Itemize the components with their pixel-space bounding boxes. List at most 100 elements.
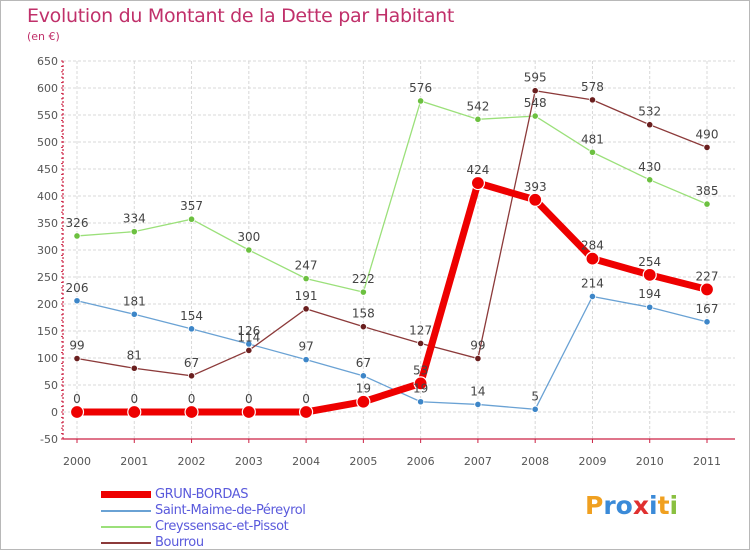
- data-label: 67: [356, 356, 371, 370]
- y-tick-label: 650: [37, 55, 58, 68]
- data-point: [187, 325, 196, 333]
- y-tick-label: 250: [37, 271, 58, 284]
- y-tick-label: 0: [51, 406, 58, 419]
- data-label: 576: [409, 81, 432, 95]
- data-point: [187, 215, 196, 223]
- data-point: [359, 323, 367, 331]
- x-tick-label: 2001: [120, 455, 148, 468]
- data-point: [703, 318, 711, 326]
- x-tick-label: 2007: [464, 455, 492, 468]
- data-point: [73, 354, 81, 363]
- logo-letter: x: [632, 491, 649, 520]
- data-label: 481: [581, 132, 604, 146]
- data-label: 0: [188, 392, 196, 406]
- data-point: [302, 275, 310, 283]
- logo-letter: i: [669, 491, 679, 520]
- series-group: [73, 292, 711, 413]
- data-point: [417, 339, 425, 348]
- data-label: 532: [638, 105, 661, 119]
- y-tick-label: 550: [37, 109, 58, 122]
- series-line: [76, 100, 708, 293]
- data-point: [298, 404, 314, 420]
- series-group: [73, 87, 711, 380]
- data-point: [474, 115, 482, 123]
- data-point: [474, 400, 482, 409]
- data-point: [646, 121, 654, 129]
- data-label: 194: [638, 287, 661, 301]
- chart-subtitle: (en €): [27, 30, 60, 43]
- data-label-layer: 0 0 0 0 0 19 53 424 393 284 254 227 206 181 154 126 97 67…: [66, 71, 719, 406]
- x-tick-label: 2008: [521, 455, 549, 468]
- data-label: 357: [180, 199, 203, 213]
- data-point: [413, 376, 428, 391]
- x-tick-label: 2009: [578, 455, 606, 468]
- axis-layer: -500501001502002503003504004505005506006…: [37, 55, 735, 468]
- data-label: 158: [352, 307, 375, 321]
- data-label: 300: [237, 230, 260, 244]
- data-point: [528, 192, 543, 207]
- y-tick-label: 450: [37, 163, 58, 176]
- data-point: [356, 394, 371, 409]
- data-point: [130, 228, 138, 236]
- data-point: [642, 267, 657, 282]
- x-tick-label: 2006: [407, 455, 435, 468]
- legend-label: GRUN-BORDAS: [155, 487, 249, 502]
- data-label: 326: [66, 216, 89, 230]
- legend-item: GRUN-BORDAS: [101, 487, 361, 503]
- data-label: 334: [123, 212, 146, 226]
- data-label: 0: [245, 392, 253, 406]
- data-label: 206: [66, 281, 89, 295]
- data-label: 67: [184, 356, 199, 370]
- y-tick-label: 50: [44, 379, 58, 392]
- data-label: 19: [413, 382, 428, 396]
- data-label: 14: [470, 384, 485, 398]
- data-label: 578: [581, 80, 604, 94]
- data-point: [187, 372, 196, 380]
- logo-letter: P: [585, 491, 604, 520]
- data-label: 53: [413, 363, 428, 377]
- logo-letter: i: [649, 491, 658, 520]
- series-layer: [69, 87, 715, 420]
- data-label: 19: [356, 382, 371, 396]
- data-label: 247: [295, 259, 318, 273]
- logo-letter: t: [657, 491, 670, 520]
- data-point: [130, 364, 138, 372]
- data-point: [184, 404, 199, 420]
- data-label: 181: [123, 294, 146, 308]
- data-point: [585, 251, 600, 266]
- data-point: [302, 356, 310, 364]
- x-tick-label: 2004: [292, 455, 320, 468]
- data-label: 191: [295, 289, 318, 303]
- data-point: [703, 143, 711, 151]
- data-point: [73, 232, 81, 240]
- data-label: 393: [524, 180, 547, 194]
- data-point: [359, 288, 367, 296]
- series-line: [73, 179, 711, 416]
- data-point: [699, 282, 715, 297]
- legend-item: Creyssensac-et-Pissot: [101, 519, 361, 535]
- data-point: [531, 112, 539, 120]
- logo-letter: r: [603, 491, 616, 520]
- y-tick-label: 400: [37, 190, 58, 203]
- data-label: 0: [73, 392, 81, 406]
- data-label: 254: [638, 255, 661, 269]
- data-label: 424: [466, 163, 489, 177]
- data-label: 99: [470, 339, 485, 353]
- x-tick-label: 2011: [693, 455, 721, 468]
- y-tick-label: 350: [37, 217, 58, 230]
- data-point: [588, 292, 597, 301]
- data-label: 167: [696, 302, 719, 316]
- data-point: [73, 297, 81, 305]
- data-label: 97: [298, 340, 313, 354]
- data-point: [245, 346, 253, 355]
- data-label: 385: [696, 184, 719, 198]
- legend-label: Creyssensac-et-Pissot: [155, 519, 289, 534]
- y-tick-label: 600: [37, 82, 58, 95]
- x-tick-label: 2010: [636, 455, 664, 468]
- data-label: 0: [130, 392, 138, 406]
- legend-swatch: [101, 526, 151, 528]
- data-label: 5: [531, 389, 539, 403]
- data-point: [703, 200, 711, 208]
- data-label: 430: [638, 160, 661, 174]
